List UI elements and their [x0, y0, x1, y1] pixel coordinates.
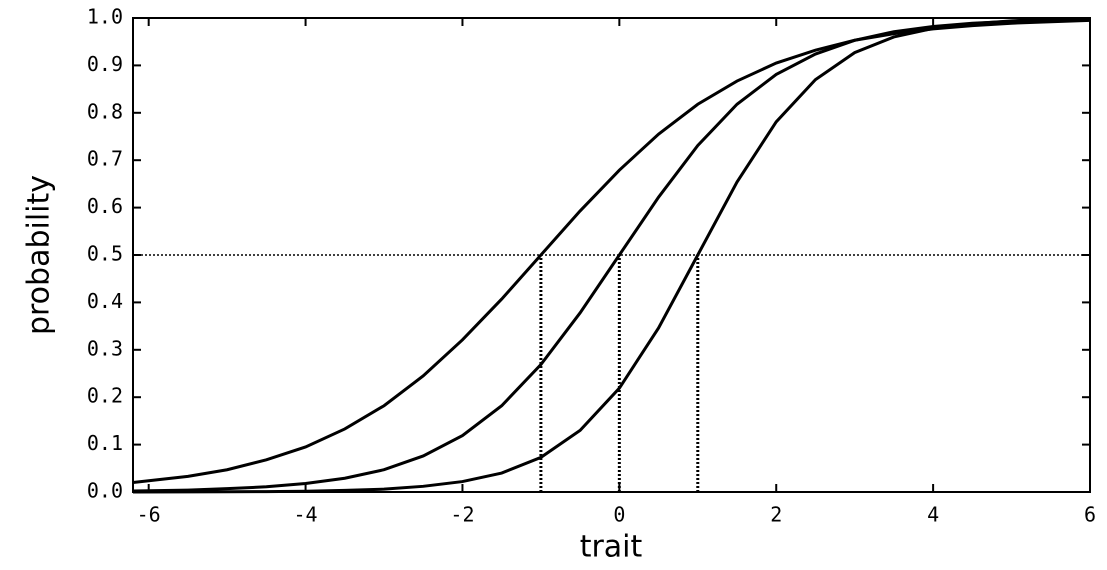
- curve: [132, 17, 1091, 494]
- x-tick-label: 4: [927, 503, 939, 527]
- x-tick-label: -4: [294, 503, 318, 527]
- y-tick-label: 0.9: [87, 52, 123, 76]
- y-tick-label: 0.5: [87, 242, 123, 266]
- y-tick-label: 0.0: [87, 479, 123, 503]
- y-tick-label: 0.2: [87, 384, 123, 408]
- x-tick-label: -2: [450, 503, 474, 527]
- x-tick-label: 6: [1084, 503, 1096, 527]
- y-tick-label: 0.8: [87, 99, 123, 123]
- y-tick-label: 0.1: [87, 431, 123, 455]
- x-axis-label: trait: [580, 530, 643, 565]
- x-tick-label: 0: [613, 503, 625, 527]
- curve: [132, 18, 1091, 485]
- x-tick-label: 2: [770, 503, 782, 527]
- curve: [132, 17, 1091, 493]
- y-tick-label: 0.3: [87, 336, 123, 360]
- y-tick-label: 0.6: [87, 194, 123, 218]
- y-tick-label: 0.7: [87, 147, 123, 171]
- y-tick-label: 1.0: [87, 5, 123, 29]
- x-tick-label: -6: [137, 503, 161, 527]
- y-axis-label: probability: [22, 175, 57, 335]
- y-tick-label: 0.4: [87, 289, 123, 313]
